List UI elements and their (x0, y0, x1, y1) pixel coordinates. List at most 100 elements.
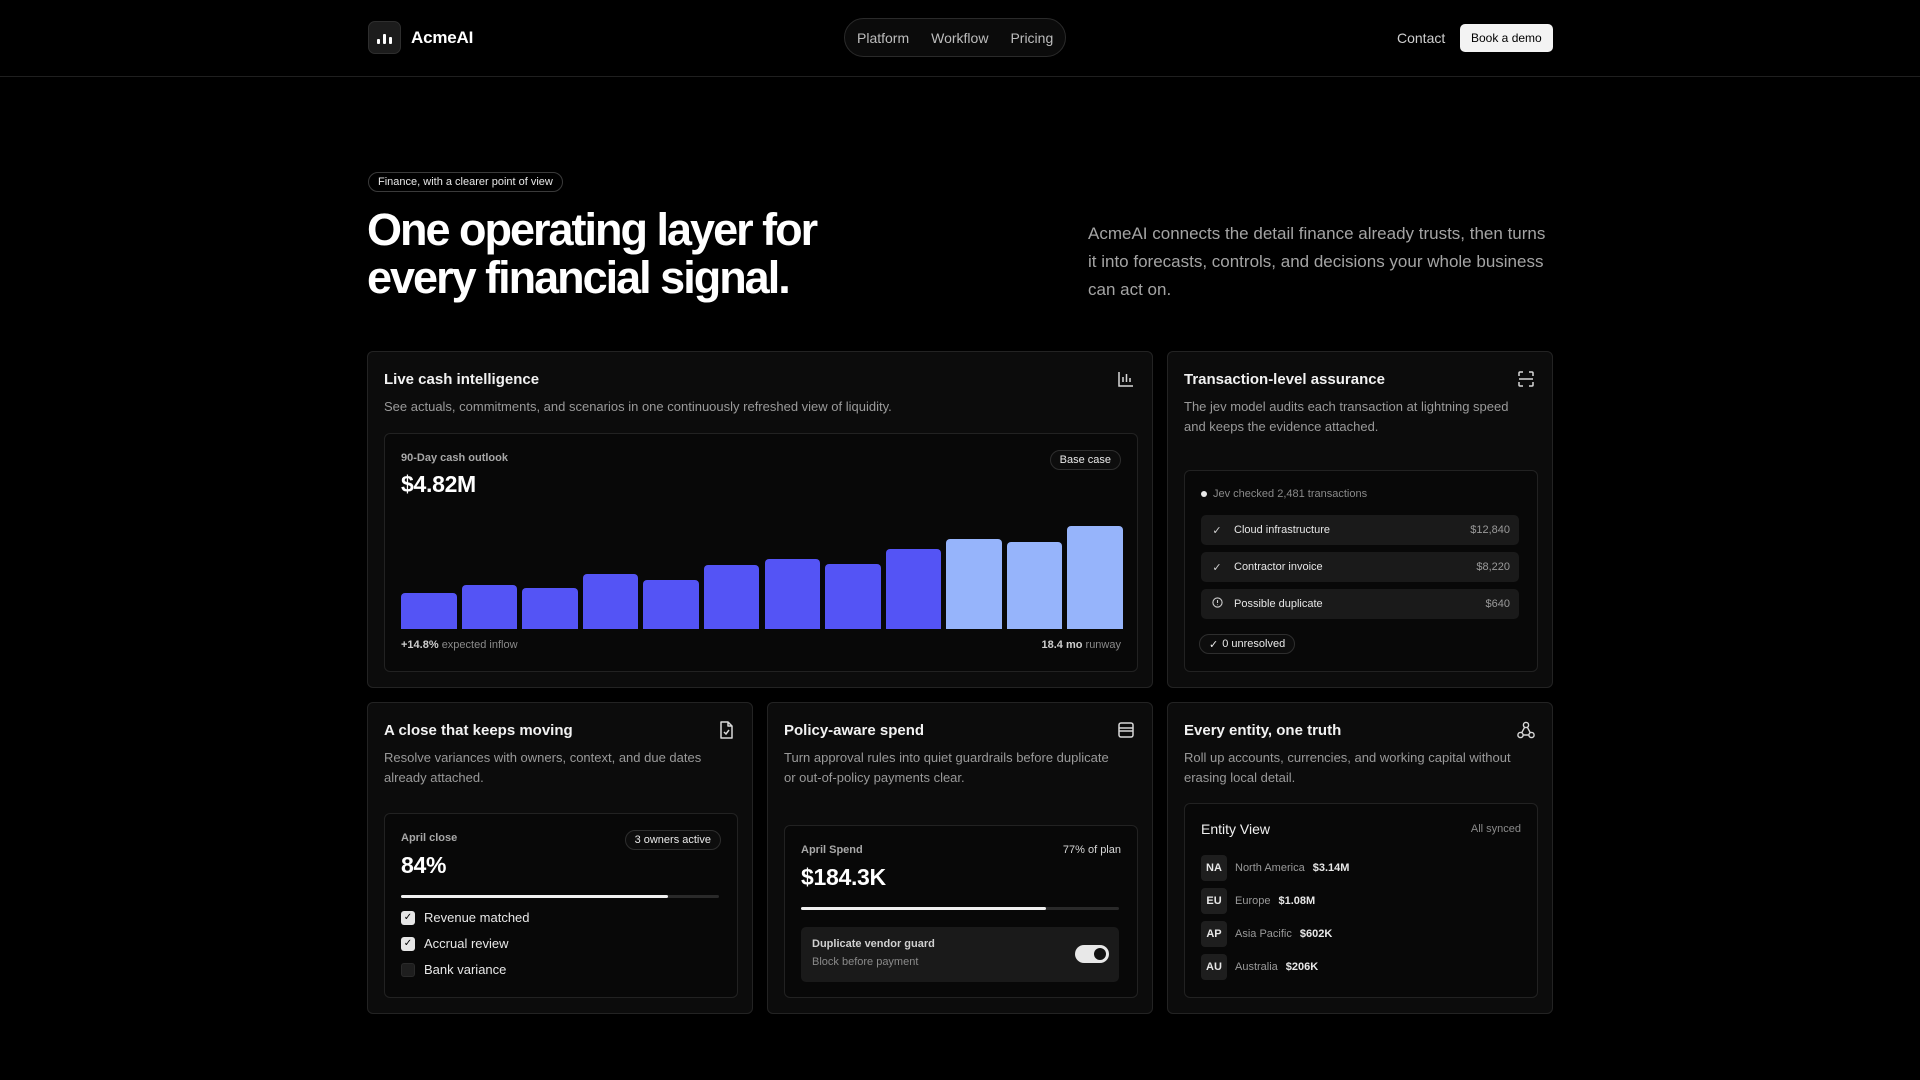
card-title: Every entity, one truth (1184, 722, 1342, 739)
entity-value: $602K (1299, 928, 1333, 940)
checklist-label: Bank variance (424, 962, 507, 977)
guard-toggle[interactable] (1075, 945, 1109, 963)
cash-bar (764, 559, 821, 629)
scan-icon (1518, 371, 1534, 387)
checklist-label: Accrual review (424, 936, 509, 951)
book-demo-button[interactable]: Book a demo (1460, 24, 1553, 52)
scenario-tag[interactable]: Base case (1049, 450, 1121, 470)
inflow-stat: +14.8% expected inflow (401, 639, 518, 651)
hero-title-line-1: One operating layer for (367, 204, 818, 255)
nav-pricing[interactable]: Pricing (1010, 29, 1054, 46)
unresolved-text: 0 unresolved (1222, 638, 1286, 650)
entity-value: $206K (1285, 961, 1319, 973)
cash-bar (1067, 526, 1123, 629)
check-status: Jev checked 2,481 transactions (1201, 488, 1367, 500)
cash-bar (1006, 542, 1063, 629)
entity-row[interactable]: AU Australia $206K (1201, 954, 1318, 980)
document-icon (720, 721, 733, 739)
transaction-amount: $8,220 (1476, 561, 1510, 573)
checklist-item[interactable]: ✓ Accrual review (401, 936, 509, 951)
checklist-item[interactable]: Bank variance (401, 962, 506, 977)
transaction-amount: $640 (1485, 598, 1510, 610)
check-icon: ✓ (1209, 638, 1219, 651)
spend-progress-track (801, 907, 1119, 910)
entity-name: Europe (1235, 895, 1271, 907)
transaction-row[interactable]: ✓ Contractor invoice $8,220 (1201, 552, 1519, 582)
checklist-label: Revenue matched (424, 910, 530, 925)
cash-outlook-panel: 90-Day cash outlook $4.82M Base case +14… (384, 433, 1138, 672)
cash-bar (825, 563, 881, 629)
cash-bar (643, 579, 699, 629)
inflow-value: +14.8% (401, 639, 439, 651)
transaction-assurance-card: Transaction-level assurance The jev mode… (1167, 351, 1553, 688)
brand-logo[interactable]: AcmeAI (368, 21, 473, 54)
close-progress-fill (401, 895, 669, 898)
entity-panel: Entity View All synced NA North America … (1184, 803, 1538, 998)
entity-row[interactable]: AP Asia Pacific $602K (1201, 921, 1332, 947)
card-title: Policy-aware spend (784, 722, 925, 739)
card-description: Turn approval rules into quiet guardrail… (784, 750, 1109, 785)
entity-value: $3.14M (1312, 862, 1350, 874)
close-progress-track (401, 895, 719, 898)
transaction-row[interactable]: ✓ Cloud infrastructure $12,840 (1201, 515, 1519, 545)
owners-tag: 3 owners active (624, 830, 721, 850)
inflow-label: expected inflow (441, 639, 518, 651)
contact-link[interactable]: Contact (1397, 30, 1446, 46)
entity-row[interactable]: EU Europe $1.08M (1201, 888, 1315, 914)
close-progress-value: 84% (401, 852, 447, 878)
status-dot-icon (1201, 491, 1207, 497)
transaction-row[interactable]: Possible duplicate $640 (1201, 589, 1519, 619)
entity-name: Australia (1235, 961, 1278, 973)
vendor-guard-row: Duplicate vendor guard Block before paym… (801, 927, 1119, 982)
nav-platform[interactable]: Platform (857, 29, 910, 46)
entity-value: $1.08M (1278, 895, 1316, 907)
hero-title-line-2: every financial signal. (367, 252, 791, 303)
entity-name: North America (1235, 862, 1305, 874)
guard-subtitle: Block before payment (812, 956, 919, 968)
card-description: The jev model audits each transaction at… (1184, 399, 1509, 434)
cash-bar (582, 574, 639, 629)
card-description: Resolve variances with owners, context, … (384, 750, 702, 785)
transaction-label: Possible duplicate (1234, 598, 1323, 610)
checklist-item[interactable]: ✓ Revenue matched (401, 910, 530, 925)
nav-workflow[interactable]: Workflow (931, 29, 989, 46)
checkbox-unchecked-icon[interactable] (401, 962, 415, 977)
check-icon: ✓ (1212, 561, 1222, 574)
card-description: Roll up accounts, currencies, and workin… (1184, 750, 1511, 785)
hero-eyebrow-badge: Finance, with a clearer point of view (368, 172, 563, 192)
check-status-text: Jev checked 2,481 transactions (1213, 488, 1368, 500)
brand-name: AcmeAI (411, 27, 474, 47)
entity-code: EU (1201, 888, 1227, 914)
close-card: A close that keeps moving Resolve varian… (367, 702, 753, 1014)
cash-bar (703, 564, 760, 629)
entity-code: AP (1201, 921, 1227, 947)
cash-bar (885, 548, 942, 629)
card-title: Transaction-level assurance (1184, 371, 1385, 388)
card-title: Live cash intelligence (384, 371, 540, 388)
cash-bar-chart (401, 522, 1123, 629)
cash-bar (522, 588, 578, 629)
top-navigation: AcmeAI Platform Workflow Pricing Contact… (0, 0, 1920, 77)
runway-stat: 18.4 mo runway (1042, 639, 1122, 651)
cash-bar (946, 539, 1002, 629)
main-nav: Platform Workflow Pricing (844, 18, 1067, 57)
close-label: April close (401, 832, 458, 844)
guard-title: Duplicate vendor guard (812, 938, 935, 950)
runway-label: runway (1085, 639, 1121, 651)
sync-status: All synced (1470, 823, 1521, 835)
cash-bar (461, 585, 518, 629)
spend-progress-fill (801, 907, 1046, 910)
cash-bar (401, 592, 457, 629)
entity-name: Asia Pacific (1235, 928, 1292, 940)
entity-code: NA (1201, 855, 1227, 881)
transaction-label: Contractor invoice (1234, 561, 1323, 573)
transaction-panel: Jev checked 2,481 transactions ✓ Cloud i… (1184, 470, 1538, 672)
logo-bars-icon (368, 21, 401, 54)
entity-row[interactable]: NA North America $3.14M (1201, 855, 1349, 881)
runway-value: 18.4 mo (1041, 639, 1083, 651)
card-description: See actuals, commitments, and scenarios … (384, 399, 892, 414)
spend-panel: April Spend 77% of plan $184.3K Duplicat… (784, 825, 1138, 998)
checkbox-checked-icon[interactable]: ✓ (401, 910, 415, 925)
plan-percentage: 77% of plan (1062, 844, 1121, 856)
checkbox-checked-icon[interactable]: ✓ (401, 936, 415, 951)
